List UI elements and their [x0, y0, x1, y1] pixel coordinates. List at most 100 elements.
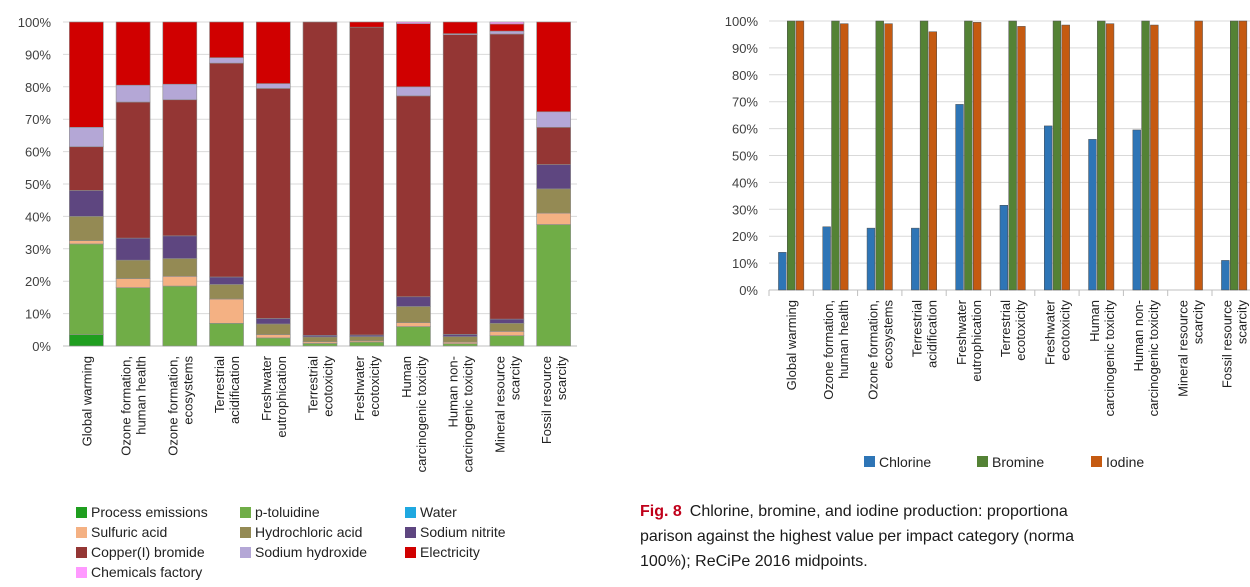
x-category-line: Mineral resource	[1175, 300, 1190, 397]
y-tick-label: 40%	[732, 175, 758, 190]
x-category-line: Human	[399, 356, 414, 398]
bar-segment-copper-i-bromide	[396, 95, 431, 298]
y-tick-label: 70%	[732, 95, 758, 110]
legend-swatch	[977, 456, 988, 467]
x-category-label: Global warming	[79, 356, 94, 446]
bar-segment-electricity	[536, 21, 571, 113]
y-tick-label: 50%	[732, 149, 758, 164]
bar-segment-copper-i-bromide	[162, 99, 198, 237]
bar-segment-copper-i-bromide	[536, 127, 571, 165]
bar-segment-sulfuric-acid	[162, 276, 198, 287]
legend-label: Chemicals factory	[91, 564, 202, 580]
bar-segment-copper-i-bromide	[442, 34, 478, 335]
legend-item-iodine: Iodine	[1091, 454, 1144, 470]
x-category-line: Human	[1087, 300, 1102, 342]
legend-item-sulfuric-acid: Sulfuric acid	[76, 524, 167, 540]
caption-text-1: Chlorine, bromine, and iodine production…	[689, 503, 1068, 520]
bar-segment-sodium-hydroxide	[536, 111, 571, 128]
y-tick-label: 0%	[739, 283, 758, 298]
y-tick-label: 80%	[25, 80, 51, 95]
legend-swatch	[405, 507, 416, 518]
bar-segment-p-toluidine	[162, 285, 198, 347]
bar-chlorine	[1221, 260, 1230, 291]
bar-segment-sodium-nitrite	[69, 190, 104, 217]
bar-segment-sulfuric-acid	[69, 240, 104, 245]
bar-iodine	[795, 20, 805, 291]
legend-item-bromine: Bromine	[977, 454, 1044, 470]
bar-segment-sodium-hydroxide	[396, 86, 431, 97]
bar-segment-hydrochloric-acid	[115, 259, 151, 279]
bar-segment-sodium-nitrite	[209, 276, 244, 285]
x-category-line: Mineral resource	[492, 356, 507, 453]
bar-segment-hydrochloric-acid	[302, 336, 338, 343]
bar-chlorine	[911, 227, 920, 291]
bar-bromine	[1008, 20, 1017, 291]
x-category-label: Fossil resourcescarcity	[1220, 300, 1250, 389]
x-category-line: Human non-	[446, 356, 461, 428]
y-tick-label: 30%	[25, 242, 51, 257]
x-category-line: eutrophication	[274, 356, 289, 438]
bar-iodine	[1061, 24, 1070, 291]
x-category-line: acidification	[227, 356, 242, 424]
bar-segment-sulfuric-acid	[209, 298, 244, 324]
x-category-line: Ozone formation,	[821, 300, 836, 400]
bar-segment-p-toluidine	[115, 287, 151, 347]
x-category-line: carcinogenic toxicity	[1146, 300, 1161, 417]
legend-label: Iodine	[1106, 454, 1144, 470]
y-tick-label: 90%	[732, 41, 758, 56]
bar-segment-p-toluidine	[489, 335, 525, 347]
bar-segment-chemicals-factory	[489, 21, 525, 25]
x-category-line: human health	[134, 356, 149, 435]
x-category-line: Ozone formation,	[865, 300, 880, 400]
x-category-line: Freshwater	[259, 355, 274, 421]
x-category-line: Terrestrial	[910, 300, 925, 357]
bar-segment-copper-i-bromide	[489, 33, 525, 320]
legend-item-hydrochloric-acid: Hydrochloric acid	[240, 524, 362, 540]
grouped-bar-chart: 0% 10% 20% 30% 40% 50% 60% 70% 80% 90% 100% Global …	[725, 14, 1250, 470]
bar-segment-electricity	[115, 21, 151, 86]
bar-segment-p-toluidine	[255, 337, 291, 347]
x-category-line: Ozone formation,	[119, 356, 134, 456]
y-tick-label: 100%	[725, 14, 759, 29]
bar-segment-hydrochloric-acid	[209, 284, 244, 300]
y-tick-label: 50%	[25, 177, 51, 192]
bar-segment-p-toluidine	[209, 323, 244, 347]
legend-item-process-emissions: Process emissions	[76, 504, 208, 520]
x-category-label: Terrestrialecotoxicity	[306, 356, 336, 417]
x-category-line: scarcity	[554, 356, 569, 401]
x-category-line: ecosystems	[180, 356, 195, 425]
bar-iodine	[1017, 26, 1026, 291]
bar-bromine	[919, 20, 929, 291]
bar-segment-p-toluidine	[302, 343, 338, 347]
bar-segment-sodium-nitrite	[396, 296, 431, 307]
bar-segment-electricity	[255, 21, 291, 84]
y-tick-label: 40%	[25, 209, 51, 224]
x-category-line: Human non-	[1131, 300, 1146, 372]
x-category-line: ecotoxicity	[367, 356, 382, 417]
bar-segment-copper-i-bromide	[302, 21, 338, 336]
bar-segment-electricity	[396, 23, 431, 88]
bar-segment-p-toluidine	[349, 341, 385, 347]
bar-bromine	[831, 20, 840, 291]
bar-bromine	[1141, 20, 1150, 291]
bar-segment-sulfuric-acid	[536, 212, 571, 225]
legend-item-water: Water	[405, 504, 457, 520]
x-category-label: Ozone formation,ecosystems	[865, 300, 895, 400]
y-tick-label: 60%	[732, 122, 758, 137]
x-category-line: carcinogenic toxicity	[414, 356, 429, 473]
x-category-line: eutrophication	[969, 300, 984, 382]
bar-segment-process-emissions	[69, 334, 104, 347]
y-tick-label: 100%	[18, 15, 52, 30]
bar-segment-hydrochloric-acid	[442, 336, 478, 343]
bar-iodine	[1150, 24, 1159, 291]
bar-segment-sodium-nitrite	[442, 334, 478, 337]
bar-chlorine	[822, 226, 831, 291]
bar-chlorine	[866, 227, 876, 291]
legend-item-chemicals-factory: Chemicals factory	[76, 564, 202, 580]
bar-segment-copper-i-bromide	[209, 62, 244, 278]
x-category-line: scarcity	[1235, 300, 1250, 345]
x-category-line: carcinogenic toxicity	[461, 356, 476, 473]
x-category-line: Terrestrial	[998, 300, 1013, 357]
x-category-label: Human non-carcinogenic toxicity	[446, 356, 476, 473]
